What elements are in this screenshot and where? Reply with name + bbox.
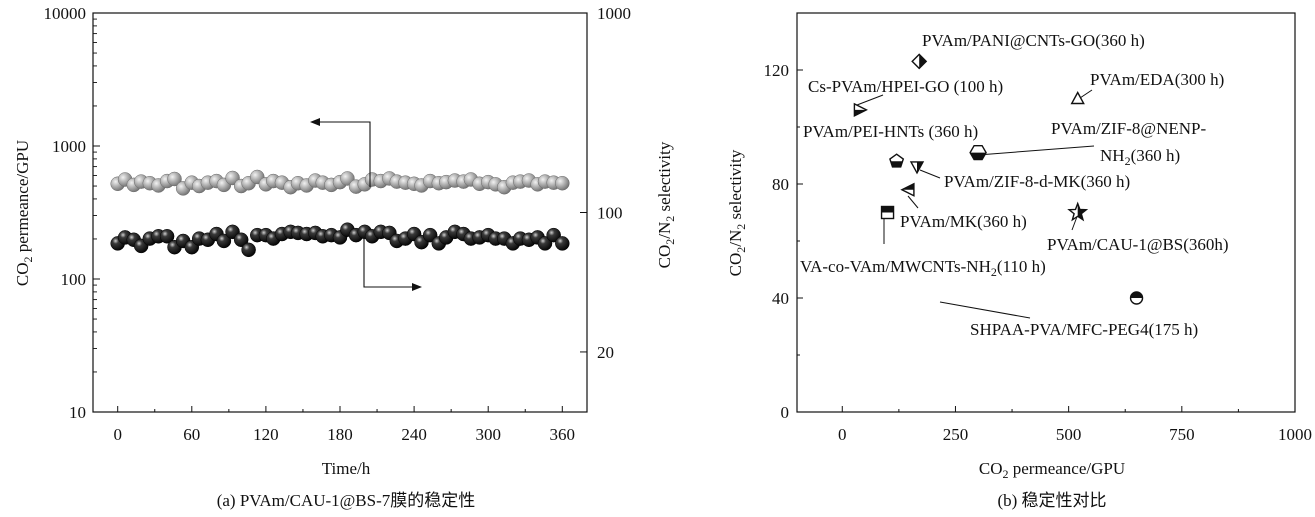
comparison-point (853, 102, 868, 118)
selectivity-point (233, 232, 249, 248)
annotation-shpaa-pva: SHPAA-PVA/MFC-PEG4(175 h) (970, 320, 1198, 339)
panel-a-x-tick-label: 300 (475, 425, 501, 444)
panel-a-stability-chart: 0 60 120 180 240 300 360 10 100 1000 10000 20 100 100… (13, 4, 677, 510)
panel-a-left-y-axis-label: CO2 permeance/GPU (13, 140, 35, 286)
panel-a-x-tick-label: 360 (550, 425, 576, 444)
series-co2-permeance (110, 169, 570, 196)
panel-a-right-y-tick-label: 20 (597, 343, 614, 362)
panel-b-y-tick-label: 80 (772, 175, 789, 194)
panel-a-left-axis-arrow (310, 118, 371, 187)
panel-a-x-tick-label: 0 (113, 425, 122, 444)
panel-b-ticks: 0 250 500 750 1000 0 40 80 120 (764, 61, 1313, 444)
comparison-point (1070, 91, 1085, 105)
annotation-pvam-mk: PVAm/MK(360 h) (900, 212, 1027, 231)
panel-a-x-tick-label: 240 (401, 425, 427, 444)
panel-a-x-axis-label: Time/h (322, 459, 371, 478)
panel-b-y-axis-label: CO2/N2 selectivity (726, 149, 748, 276)
permeance-point (167, 171, 182, 187)
selectivity-point (159, 229, 175, 244)
panel-a-right-y-axis-label: CO2/N2 selectivity (655, 141, 677, 268)
annotation-cs-pvam-hpei: Cs-PVAm/HPEI-GO (100 h) (808, 77, 1003, 96)
annotation-pvam-cau1-bs: PVAm/CAU-1@BS(360h) (1047, 235, 1229, 254)
panel-b-x-tick-label: 0 (838, 425, 847, 444)
panel-a-caption: (a) PVAm/CAU-1@BS-7膜的稳定性 (217, 491, 476, 510)
panel-a-plot-frame (92, 12, 588, 413)
panel-a-left-y-tick-label: 10 (69, 403, 86, 422)
series-co2-n2-selectivity (110, 222, 570, 258)
annotation-va-co-vam: VA-co-VAm/MWCNTs-NH2(110 h) (800, 257, 1046, 279)
comparison-point (889, 153, 905, 168)
comparison-point (969, 144, 987, 161)
selectivity-point (555, 236, 570, 251)
permeance-point (555, 175, 570, 191)
comparison-point (911, 53, 928, 70)
panel-b-comparison-chart: 0 250 500 750 1000 0 40 80 120 PVAm/PANI@CNTs-GO… (726, 12, 1313, 510)
panel-b-annotations: PVAm/PANI@CNTs-GO(360 h) Cs-PVAm/HPEI-GO… (800, 31, 1229, 339)
comparison-point (909, 161, 925, 175)
annotation-pvam-eda: PVAm/EDA(300 h) (1090, 70, 1224, 89)
comparison-point (1129, 291, 1144, 305)
panel-a-ticks: 0 60 120 180 240 300 360 10 100 1000 10000 20 100 100… (44, 4, 632, 444)
annotation-pvam-zif8-nenp: PVAm/ZIF-8@NENP- (1051, 119, 1206, 138)
panel-a-x-tick-label: 180 (327, 425, 353, 444)
panel-b-x-tick-label: 1000 (1278, 425, 1312, 444)
panel-a-right-y-tick-label: 1000 (597, 4, 631, 23)
panel-b-y-tick-label: 120 (764, 61, 790, 80)
annotation-pvam-pei-hnts: PVAm/PEI-HNTs (360 h) (803, 122, 978, 141)
panel-a-x-tick-label: 60 (183, 425, 200, 444)
panel-b-y-tick-label: 0 (781, 403, 790, 422)
annotation-pvam-pani: PVAm/PANI@CNTs-GO(360 h) (922, 31, 1145, 50)
panel-b-x-tick-label: 750 (1169, 425, 1195, 444)
panel-b-x-axis-label: CO2 permeance/GPU (979, 459, 1125, 481)
panel-a-right-y-tick-label: 100 (597, 204, 623, 223)
panel-a-x-tick-label: 120 (253, 425, 279, 444)
selectivity-point (241, 242, 256, 258)
panel-b-caption: (b) 稳定性对比 (997, 491, 1106, 510)
panel-a-data-series (110, 169, 570, 258)
panel-b-leader-lines (856, 89, 1095, 319)
annotation-pvam-zif8-nenp-line2: NH2(360 h) (1100, 146, 1180, 168)
selectivity-point (216, 233, 232, 249)
annotation-pvam-zif8-d-mk: PVAm/ZIF-8-d-MK(360 h) (944, 172, 1130, 191)
panel-b-x-tick-label: 250 (943, 425, 969, 444)
panel-a-left-y-tick-label: 100 (61, 270, 87, 289)
panel-b-markers (853, 53, 1144, 305)
panel-b-plot-frame (796, 12, 1296, 413)
panel-b-x-tick-label: 500 (1056, 425, 1082, 444)
panel-a-left-y-tick-label: 1000 (52, 137, 86, 156)
panel-a-left-y-tick-label: 10000 (44, 4, 87, 23)
panel-a-right-axis-arrow (363, 238, 422, 291)
panel-b-y-tick-label: 40 (772, 289, 789, 308)
comparison-point (1067, 201, 1089, 222)
comparison-point (900, 182, 915, 197)
comparison-point (880, 205, 895, 220)
